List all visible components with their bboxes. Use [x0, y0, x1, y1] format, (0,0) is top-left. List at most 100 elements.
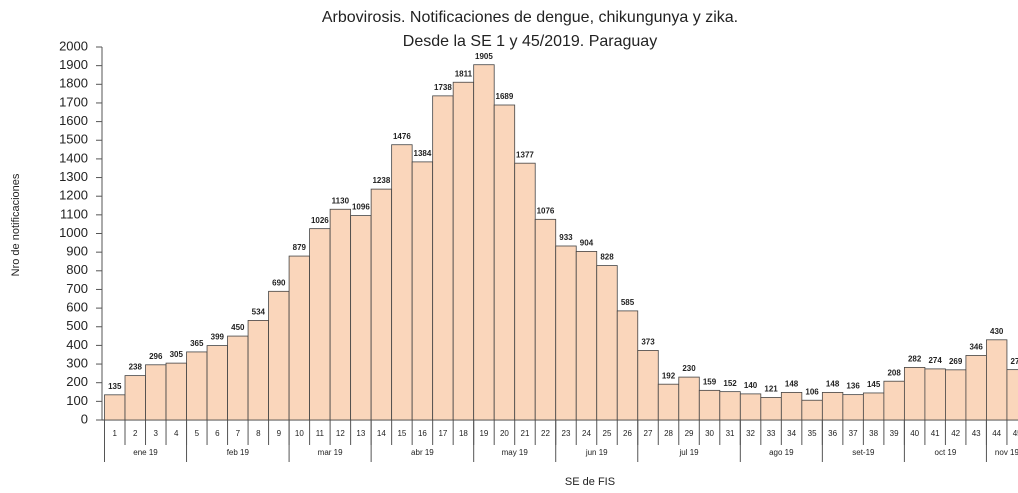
chart-subtitle: Desde la SE 1 y 45/2019. Paraguay	[403, 33, 657, 50]
x-tick-label: 28	[664, 429, 673, 438]
bar	[739, 393, 762, 421]
value-label: 305	[170, 350, 184, 359]
group-label: abr 19	[411, 448, 434, 457]
value-label: 430	[990, 327, 1004, 336]
y-tick-label: 1000	[59, 225, 88, 240]
value-label: 365	[190, 339, 204, 348]
value-label: 373	[641, 338, 655, 347]
value-label: 1026	[311, 216, 329, 225]
bar	[657, 383, 680, 421]
bar	[965, 355, 987, 421]
group-label: nov 19	[995, 448, 1018, 457]
value-label: 1476	[393, 132, 411, 141]
x-tick-label: 9	[277, 429, 282, 438]
value-label: 148	[826, 380, 840, 389]
x-tick-label: 29	[685, 429, 694, 438]
bar	[186, 351, 208, 421]
x-tick-label: 20	[500, 429, 509, 438]
x-tick-label: 33	[767, 429, 776, 438]
y-tick-label: 1500	[59, 132, 88, 147]
value-label: 534	[252, 308, 266, 317]
value-label: 148	[785, 380, 799, 389]
x-tick-label: 11	[316, 429, 325, 438]
value-label: 230	[682, 364, 696, 373]
bar	[432, 95, 454, 421]
group-label: may 19	[502, 448, 529, 457]
value-label: 145	[867, 380, 881, 389]
y-tick-label: 1200	[59, 188, 88, 203]
x-tick-label: 10	[295, 429, 304, 438]
value-label: 106	[805, 387, 819, 396]
value-label: 135	[108, 382, 122, 391]
group-label: jun 19	[585, 448, 608, 457]
value-label: 1096	[352, 203, 370, 212]
value-label: 136	[846, 382, 860, 391]
bar	[1006, 369, 1018, 421]
y-tick-label: 1800	[59, 76, 88, 91]
value-label: 152	[723, 379, 737, 388]
x-tick-label: 12	[336, 429, 345, 438]
value-label: 296	[149, 352, 163, 361]
bar	[616, 310, 639, 421]
x-tick-label: 45	[1013, 429, 1018, 438]
x-tick-label: 36	[828, 429, 837, 438]
y-tick-label: 1700	[59, 94, 88, 109]
x-tick-label: 13	[356, 429, 365, 438]
x-tick-label: 43	[972, 429, 981, 438]
bar	[555, 245, 577, 421]
x-tick-label: 16	[418, 429, 427, 438]
bar	[883, 380, 905, 421]
value-label: 1689	[496, 92, 514, 101]
bar	[493, 104, 516, 421]
bar	[411, 161, 434, 421]
bar	[514, 162, 536, 421]
y-tick-label: 1300	[59, 169, 88, 184]
bar	[329, 208, 352, 421]
x-tick-label: 1	[113, 429, 118, 438]
y-tick-label: 300	[66, 355, 88, 370]
x-tick-label: 22	[541, 429, 550, 438]
value-label: 1811	[455, 69, 473, 78]
bar	[391, 144, 413, 421]
x-axis-label: SE de FIS	[565, 476, 615, 488]
bar	[452, 81, 475, 421]
value-label: 450	[231, 323, 245, 332]
bar	[862, 392, 885, 421]
bar	[596, 265, 618, 421]
y-tick-label: 400	[66, 337, 88, 352]
x-tick-label: 4	[174, 429, 179, 438]
value-label: 1905	[475, 52, 493, 61]
bar	[698, 389, 721, 421]
y-axis-label: Nro de notificaciones	[10, 173, 22, 276]
x-tick-label: 42	[951, 429, 960, 438]
bar	[821, 391, 844, 421]
x-tick-label: 44	[992, 429, 1001, 438]
y-tick-label: 1900	[59, 57, 88, 72]
value-label: 208	[887, 368, 901, 377]
x-tick-label: 3	[154, 429, 159, 438]
group-label: mar 19	[318, 448, 343, 457]
x-tick-label: 17	[438, 429, 447, 438]
group-label: feb 19	[227, 448, 250, 457]
bar	[124, 375, 146, 421]
x-tick-label: 26	[623, 429, 632, 438]
x-tick-label: 38	[869, 429, 878, 438]
group-label: set-19	[852, 448, 875, 457]
x-tick-label: 30	[705, 429, 714, 438]
bar	[206, 345, 228, 421]
x-tick-label: 24	[582, 429, 591, 438]
bar	[945, 369, 967, 421]
x-tick-label: 8	[256, 429, 261, 438]
bar	[145, 364, 167, 421]
x-tick-label: 32	[746, 429, 755, 438]
value-label: 933	[559, 233, 573, 242]
group-label: ene 19	[133, 448, 158, 457]
x-tick-label: 7	[236, 429, 241, 438]
group-label: oct 19	[935, 448, 957, 457]
bar	[288, 255, 310, 421]
bar	[370, 188, 393, 421]
y-tick-label: 1600	[59, 113, 88, 128]
x-tick-label: 35	[808, 429, 817, 438]
bar	[760, 397, 782, 421]
bar	[165, 362, 187, 421]
